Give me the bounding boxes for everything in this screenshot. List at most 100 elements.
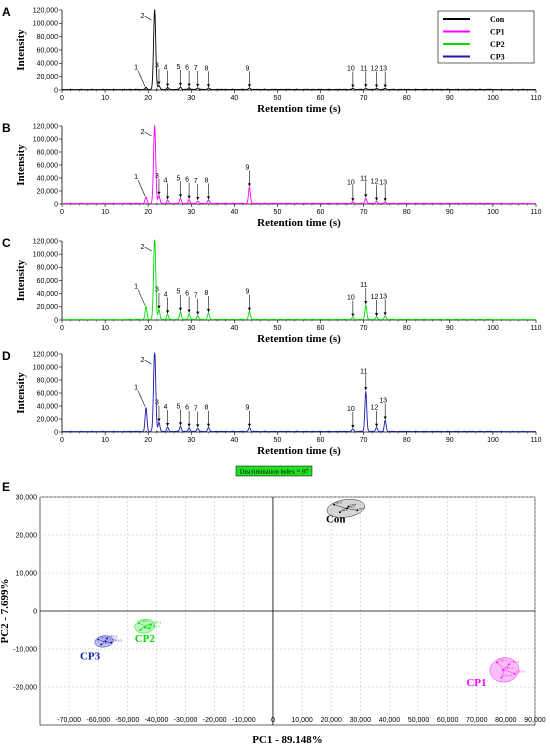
baseline-marker [102, 88, 104, 91]
x-tick-label: 60 [317, 95, 325, 102]
pca-point [333, 503, 336, 506]
baseline-marker [393, 318, 395, 321]
peak-arrowhead [165, 196, 170, 200]
baseline-marker [188, 318, 190, 321]
x-tick-label: 90 [446, 325, 454, 332]
baseline-marker [91, 88, 93, 91]
pca-point-label: CP1-3 [516, 670, 525, 674]
pca-y-axis-title: PC2 - 7.699% [0, 578, 11, 643]
peak-arrowhead [157, 418, 161, 422]
pca-y-tick-label: 30,000 [16, 494, 38, 501]
baseline-marker [317, 430, 320, 433]
y-tick-label: 0 [54, 201, 58, 208]
baseline-marker [112, 202, 115, 205]
peak-label-12: 12 [371, 66, 379, 73]
x-tick-label: 0 [60, 209, 64, 216]
x-tick-label: 40 [230, 437, 238, 444]
peak-arrowhead [178, 422, 183, 426]
peak-arrowhead [383, 198, 387, 202]
discrimination-index-label: Discrimination index = 97 [240, 469, 309, 476]
peak-label-13: 13 [379, 66, 387, 73]
peak-arrowhead [196, 311, 200, 315]
baseline-marker [468, 202, 471, 205]
x-tick-label: 60 [317, 437, 325, 444]
y-axis-title: Intensity [15, 144, 27, 186]
peak-arrowhead [165, 423, 170, 427]
baseline-marker [177, 88, 180, 91]
chromatogram-panel-A: A 0 20,000 40,000 60,000 80,000 100,000 120,000… [2, 5, 542, 115]
peak-label-2: 2 [141, 129, 145, 136]
baseline-marker [339, 88, 341, 91]
baseline-marker [457, 202, 460, 205]
x-tick-label: 110 [530, 95, 541, 102]
x-tick-label: 50 [274, 209, 282, 216]
peak-label-10: 10 [347, 66, 355, 73]
trace-CP2 [61, 239, 536, 321]
x-tick-label: 0 [60, 95, 64, 102]
baseline-marker [349, 202, 352, 205]
peak-arrowhead [247, 307, 252, 311]
pca-point-label: cn-4 [350, 503, 356, 507]
baseline-marker [371, 430, 374, 433]
peak-label-5: 5 [177, 64, 181, 71]
baseline-marker [393, 430, 395, 433]
pca-point-label: CP2-3 [152, 620, 161, 624]
baseline-marker [446, 430, 449, 433]
peak-label-10: 10 [347, 179, 355, 186]
pca-point [507, 663, 510, 666]
baseline-marker [156, 318, 158, 321]
pca-x-tick-label: -20,000 [203, 717, 227, 724]
pca-group-Con: cn-3 cn-4cn-5 cn-1cn-2 [326, 499, 365, 518]
pca-x-tick-label: 50,000 [408, 717, 430, 724]
peak-label-12: 12 [371, 294, 379, 301]
baseline-marker [177, 430, 180, 433]
peak-arrowhead [247, 183, 252, 187]
x-tick-label: 100 [487, 437, 499, 444]
pca-x-tick-label: 90,000 [524, 717, 546, 724]
x-tick-label: 30 [187, 209, 195, 216]
peak-arrow [144, 131, 152, 137]
peak-label-9: 9 [245, 289, 249, 296]
peak-label-10: 10 [347, 406, 355, 413]
baseline-marker [489, 430, 492, 433]
baseline-marker [500, 430, 503, 433]
baseline-marker [349, 88, 352, 91]
y-tick-label: 40,000 [37, 175, 59, 182]
pca-x-tick-label: 30,000 [350, 717, 372, 724]
baseline-marker [479, 318, 481, 321]
baseline-marker [252, 430, 255, 433]
baseline-marker [296, 430, 298, 433]
y-axis-title: Intensity [15, 259, 27, 301]
peak-label-4: 4 [164, 404, 168, 411]
baseline-marker [425, 202, 427, 205]
baseline-marker [511, 318, 514, 321]
baseline-marker [112, 318, 115, 321]
peak-arrowhead [157, 81, 161, 85]
baseline-marker [360, 318, 363, 321]
baseline-marker [489, 318, 492, 321]
baseline-marker [177, 318, 180, 321]
peak-label-11: 11 [360, 282, 367, 289]
baseline-marker [69, 88, 72, 91]
baseline-marker [274, 202, 277, 205]
pca-point-label: CP2-5 [151, 624, 160, 628]
peak-label-11: 11 [360, 175, 367, 182]
y-tick-label: 80,000 [37, 265, 59, 272]
baseline-marker [339, 202, 341, 205]
baseline-marker [145, 430, 147, 433]
pca-point-label: CP3-5 [107, 637, 116, 641]
peak-label-1: 1 [134, 283, 138, 290]
baseline-marker [199, 88, 201, 91]
peak-label-9: 9 [245, 164, 249, 171]
peak-label-13: 13 [379, 179, 387, 186]
x-tick-label: 110 [530, 209, 541, 216]
x-axis-title: Retention time (s) [257, 445, 341, 457]
peak-arrowhead [187, 195, 191, 199]
baseline-marker [102, 202, 104, 205]
baseline-marker [134, 318, 137, 321]
pca-point-label: CP2-1 [141, 619, 150, 623]
pca-point [513, 672, 516, 675]
baseline-marker [199, 430, 201, 433]
pca-point [346, 507, 349, 510]
